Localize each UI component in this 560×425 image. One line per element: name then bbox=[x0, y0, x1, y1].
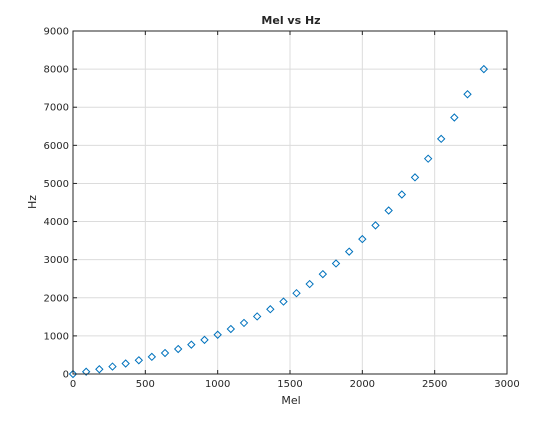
y-tick-label: 7000 bbox=[44, 103, 69, 114]
data-point-diamond bbox=[134, 356, 144, 365]
x-tick-label: 2000 bbox=[350, 379, 375, 390]
data-point-diamond bbox=[318, 269, 328, 279]
data-point-diamond bbox=[358, 234, 367, 244]
data-point-diamond bbox=[463, 90, 472, 99]
data-point-diamond bbox=[160, 348, 170, 358]
x-tick-label: 0 bbox=[70, 379, 76, 390]
y-axis-label: Hz bbox=[26, 195, 39, 209]
y-tick-label: 9000 bbox=[44, 27, 69, 38]
data-point-diamond bbox=[479, 64, 489, 74]
data-point-diamond bbox=[173, 344, 183, 354]
data-point-diamond bbox=[423, 154, 433, 163]
y-tick-label: 0 bbox=[63, 370, 69, 381]
data-point-diamond bbox=[344, 247, 354, 256]
data-point-diamond bbox=[331, 259, 341, 268]
grid-layer bbox=[72, 30, 508, 375]
data-point-diamond bbox=[266, 305, 275, 314]
x-tick-label: 3000 bbox=[494, 379, 519, 390]
data-point-diamond bbox=[305, 279, 314, 289]
data-point-diamond bbox=[436, 134, 446, 144]
data-point-diamond bbox=[187, 340, 196, 349]
y-tick-label: 6000 bbox=[44, 141, 69, 152]
data-point-diamond bbox=[121, 359, 130, 368]
data-point-diamond bbox=[81, 367, 91, 376]
data-point-diamond bbox=[397, 190, 407, 199]
data-point-diamond bbox=[95, 365, 104, 374]
data-point-diamond bbox=[279, 297, 288, 306]
x-tick-label: 1000 bbox=[205, 379, 230, 390]
x-tick-label: 2500 bbox=[422, 379, 447, 390]
y-tick-label: 2000 bbox=[44, 293, 69, 304]
y-tick-label: 3000 bbox=[44, 255, 69, 266]
data-point-diamond bbox=[239, 318, 249, 328]
y-tick-label: 4000 bbox=[44, 217, 69, 228]
marker-layer bbox=[68, 64, 489, 379]
data-point-diamond bbox=[410, 173, 420, 182]
data-point-diamond bbox=[292, 288, 301, 298]
y-tick-label: 1000 bbox=[44, 331, 69, 342]
data-point-diamond bbox=[200, 335, 209, 345]
y-tick-label: 8000 bbox=[44, 65, 69, 76]
data-point-diamond bbox=[68, 369, 78, 379]
data-point-diamond bbox=[108, 362, 117, 371]
data-point-diamond bbox=[450, 113, 459, 122]
data-point-diamond bbox=[384, 206, 393, 215]
data-point-diamond bbox=[213, 330, 222, 339]
data-point-diamond bbox=[226, 324, 236, 334]
x-axis-label: Mel bbox=[281, 394, 300, 407]
data-point-diamond bbox=[147, 352, 157, 362]
axis-layer: 0 500 1000 1500 2000 2500 3000 0 1000 2000 3000 400… bbox=[44, 27, 520, 391]
data-point-diamond bbox=[371, 221, 380, 230]
chart-title: Mel vs Hz bbox=[261, 14, 320, 27]
x-tick-label: 1500 bbox=[277, 379, 302, 390]
x-tick-label: 500 bbox=[136, 379, 155, 390]
y-tick-label: 5000 bbox=[44, 179, 69, 190]
data-point-diamond bbox=[252, 312, 262, 321]
